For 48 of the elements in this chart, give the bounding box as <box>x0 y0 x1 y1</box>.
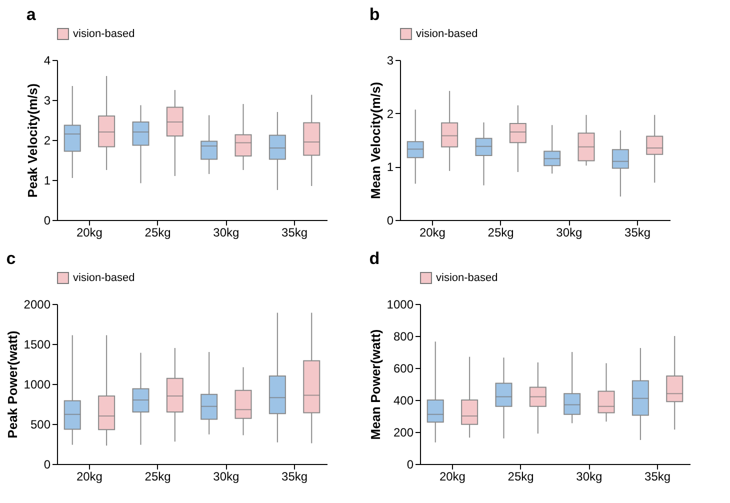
y-tick-label: 600 <box>393 362 414 376</box>
y-tick-label: 1000 <box>386 298 414 312</box>
y-axis-title: Mean Velocity(m/s) <box>368 82 383 200</box>
x-tick-label: 25kg <box>508 470 534 484</box>
y-tick-label: 0 <box>44 214 51 228</box>
x-tick-label: 35kg <box>282 470 308 484</box>
y-tick-label: 200 <box>393 426 414 440</box>
y-tick-label: 2 <box>386 106 394 121</box>
legend-label: vision-based <box>436 272 498 284</box>
y-tick-label: 1 <box>386 160 394 174</box>
chart-title: d <box>369 249 380 268</box>
y-axis-title: Peak Velocity(m/s) <box>24 83 40 198</box>
chart-title: a <box>26 5 36 24</box>
x-tick-label: 20kg <box>76 470 102 484</box>
x-tick-label: 30kg <box>576 470 602 484</box>
chart-title: b <box>369 5 380 24</box>
x-tick-label: 20kg <box>76 226 102 240</box>
y-tick-label: 4 <box>44 54 51 68</box>
y-tick-label: 1000 <box>24 378 51 392</box>
y-tick-label: 3 <box>386 54 394 68</box>
y-tick-label: 1 <box>44 174 51 188</box>
y-tick-label: 400 <box>393 394 414 408</box>
y-tick-label: 2000 <box>24 298 51 312</box>
x-tick-label: 20kg <box>419 226 446 240</box>
x-tick-label: 25kg <box>488 226 514 240</box>
x-tick-label: 20kg <box>439 470 466 484</box>
y-tick-label: 2 <box>44 134 51 148</box>
legend-label: vision-based <box>73 272 135 284</box>
y-tick-label: 3 <box>44 94 51 108</box>
x-tick-label: 30kg <box>213 226 240 240</box>
x-tick-label: 35kg <box>282 226 308 240</box>
x-tick-label: 25kg <box>144 470 171 484</box>
x-tick-label: 30kg <box>556 226 582 240</box>
y-tick-label: 1500 <box>24 338 51 352</box>
legend-label: vision-based <box>73 28 135 40</box>
y-tick-label: 0 <box>44 458 51 472</box>
y-axis-title: Peak Power(watt) <box>4 330 20 438</box>
x-tick-label: 25kg <box>144 226 171 240</box>
x-tick-label: 35kg <box>624 226 651 240</box>
y-tick-label: 0 <box>386 214 394 228</box>
legend-label: vision-based <box>416 28 478 40</box>
y-tick-label: 500 <box>30 418 51 432</box>
x-tick-label: 35kg <box>644 470 671 484</box>
chart-title: c <box>6 249 16 268</box>
x-tick-label: 30kg <box>213 470 240 484</box>
y-tick-label: 800 <box>393 330 414 344</box>
y-tick-label: 0 <box>406 458 414 472</box>
y-axis-title: Mean Power(watt) <box>368 329 383 440</box>
